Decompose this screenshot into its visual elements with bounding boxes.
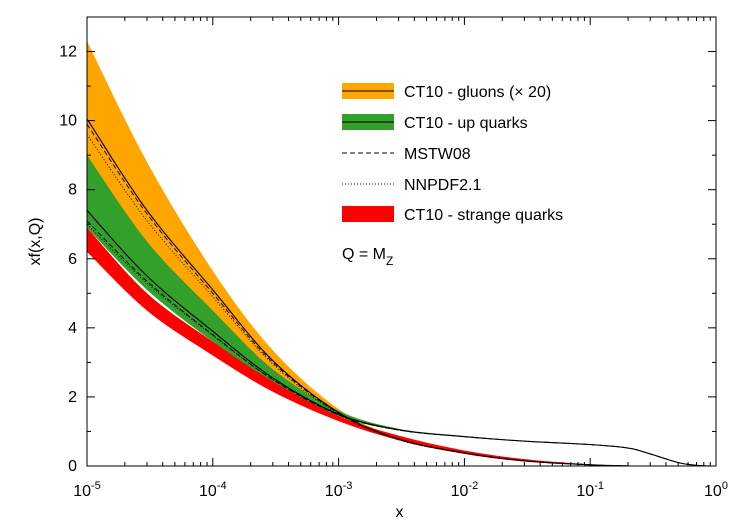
x-axis-label: x: [396, 504, 404, 521]
legend-item-mstw08: MSTW08: [342, 146, 471, 163]
legend-label: CT10 - up quarks: [404, 115, 528, 132]
y-tick-label: 10: [59, 113, 77, 130]
ticks-layer: [86, 17, 717, 467]
x-tick-label: 10-3: [325, 480, 353, 500]
x-tick-label: 10-2: [451, 480, 479, 500]
scale-annotation: Q = MZ: [342, 246, 393, 268]
legend-swatch: [342, 206, 394, 222]
x-tick-label: 10-4: [199, 480, 227, 500]
y-tick-label: 2: [68, 389, 77, 406]
ct10-up-quarks-band: [87, 155, 711, 466]
legend-item-nnpdf2-1: NNPDF2.1: [342, 177, 481, 194]
x-tick-label: 10-1: [576, 480, 604, 500]
ct10-up-quarks-nnpdf21-line: [86, 223, 711, 467]
plot-frame: [86, 16, 717, 467]
legend-item-ct10-gluons-20: CT10 - gluons (× 20): [342, 83, 551, 101]
legend-label: CT10 - gluons (× 20): [404, 84, 551, 101]
x-tick-label: 10-5: [73, 480, 101, 500]
y-tick-label: 4: [68, 320, 77, 337]
legend-label: MSTW08: [404, 146, 471, 163]
legend-item-ct10-strange-quarks: CT10 - strange quarks: [342, 206, 563, 224]
ct10-gluons-20-nnpdf21-line: [86, 134, 629, 467]
ct10-gluons-20-band: [87, 41, 629, 466]
lines-layer: [86, 118, 711, 467]
ct10-gluons-20-mstw08-line: [86, 123, 629, 467]
y-tick-label: 0: [68, 458, 77, 475]
legend-label: NNPDF2.1: [404, 177, 481, 194]
x-tick-label: 100: [704, 480, 728, 500]
legend-item-ct10-up-quarks: CT10 - up quarks: [342, 114, 528, 132]
labels-layer: 0 2 4 6 8 10 12 10-5 10-4 10-3 10-2 10-1 100 x xf(x,Q)…: [27, 44, 728, 521]
y-tick-label: 12: [59, 44, 77, 61]
y-axis-label: xf(x,Q): [27, 218, 44, 266]
bands-layer: [87, 41, 711, 466]
y-tick-label: 8: [68, 182, 77, 199]
y-tick-label: 6: [68, 251, 77, 268]
legend: CT10 - gluons (× 20) CT10 - up quarks MSTW…: [342, 83, 563, 224]
legend-label: CT10 - strange quarks: [404, 207, 563, 224]
